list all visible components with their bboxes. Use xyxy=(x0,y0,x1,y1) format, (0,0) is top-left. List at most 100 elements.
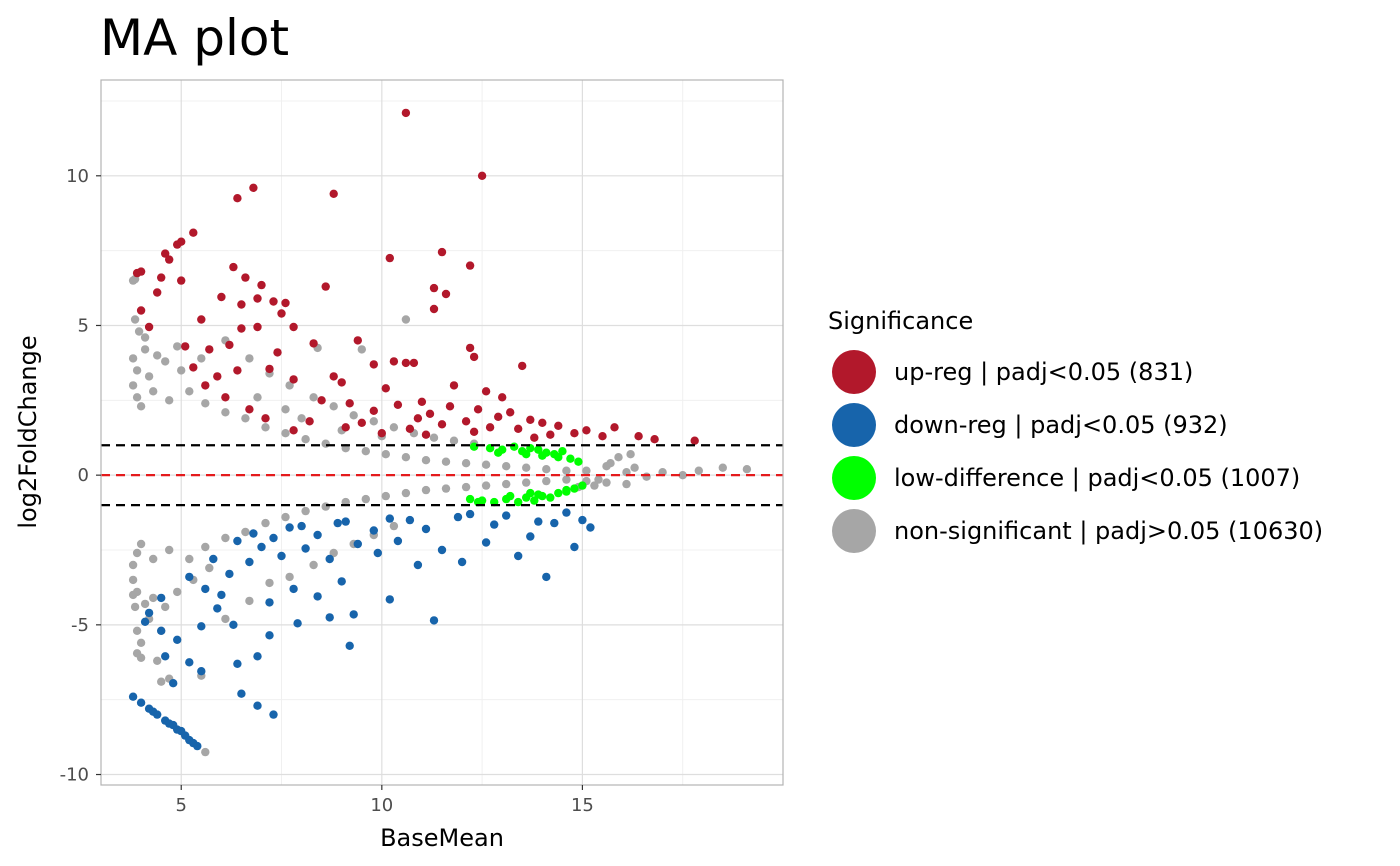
data-point xyxy=(461,482,471,492)
data-point xyxy=(161,602,170,612)
data-point xyxy=(241,273,250,282)
data-point xyxy=(421,430,431,439)
data-point xyxy=(253,701,262,710)
data-point xyxy=(329,548,338,558)
x-tick-label: 10 xyxy=(370,795,393,816)
data-point xyxy=(130,315,140,324)
data-point xyxy=(241,414,250,423)
data-point xyxy=(173,587,182,597)
legend-label: low-difference | padj<0.05 (1007) xyxy=(894,464,1300,492)
data-point xyxy=(630,463,639,472)
data-point xyxy=(538,451,547,460)
data-point xyxy=(169,679,178,688)
data-point xyxy=(301,435,310,444)
data-point xyxy=(514,424,523,433)
data-point xyxy=(265,598,274,607)
data-point xyxy=(389,521,399,531)
data-point xyxy=(429,283,439,293)
data-point xyxy=(132,366,142,375)
data-point xyxy=(345,399,354,408)
data-point xyxy=(417,397,427,406)
data-point xyxy=(313,530,322,540)
data-point xyxy=(165,255,174,264)
data-point xyxy=(273,348,282,357)
data-point xyxy=(329,372,338,381)
data-point xyxy=(130,602,140,612)
data-point xyxy=(409,358,419,368)
data-point xyxy=(225,340,234,350)
x-axis-title: BaseMean xyxy=(380,824,504,852)
data-point xyxy=(598,432,607,441)
x-tick-label: 15 xyxy=(571,795,594,816)
plot-background xyxy=(101,80,783,785)
data-point xyxy=(385,595,394,604)
data-point xyxy=(526,415,535,424)
data-point xyxy=(534,517,543,526)
data-point xyxy=(265,578,274,588)
data-point xyxy=(389,423,399,432)
data-point xyxy=(381,384,390,393)
data-point xyxy=(301,544,310,553)
data-point xyxy=(522,478,531,487)
data-point xyxy=(401,108,411,118)
data-point xyxy=(153,288,162,297)
data-point xyxy=(481,538,491,547)
data-point xyxy=(136,638,146,647)
data-point xyxy=(401,453,411,462)
data-point xyxy=(562,466,571,475)
data-point xyxy=(614,453,623,462)
data-point xyxy=(144,704,154,713)
data-point xyxy=(445,402,455,411)
data-point xyxy=(140,333,150,342)
data-point xyxy=(453,512,463,522)
data-point xyxy=(321,502,330,511)
data-point xyxy=(381,491,390,501)
data-point xyxy=(425,409,435,418)
data-point xyxy=(205,563,214,573)
data-point xyxy=(269,297,278,306)
data-point xyxy=(140,617,150,626)
data-point xyxy=(140,599,150,609)
data-point xyxy=(337,577,346,586)
data-point xyxy=(245,557,254,567)
data-point xyxy=(610,423,619,432)
data-point xyxy=(309,393,318,402)
data-point xyxy=(185,658,194,667)
data-point xyxy=(393,536,403,546)
data-point xyxy=(317,396,326,405)
data-point xyxy=(153,710,162,719)
data-point xyxy=(301,506,310,516)
data-point xyxy=(189,363,198,372)
data-point xyxy=(413,560,423,570)
legend-title: Significance xyxy=(828,307,973,335)
data-point xyxy=(369,406,378,415)
data-point xyxy=(136,306,146,315)
data-point xyxy=(128,276,138,285)
data-point xyxy=(201,542,210,552)
data-point xyxy=(381,450,390,459)
data-point xyxy=(277,551,286,561)
data-point xyxy=(237,324,246,333)
data-point xyxy=(221,533,230,543)
data-point xyxy=(149,554,158,564)
data-point xyxy=(341,517,350,526)
data-point xyxy=(405,424,415,433)
data-point xyxy=(401,358,411,368)
data-point xyxy=(357,418,366,427)
legend-label: non-significant | padj>0.05 (10630) xyxy=(894,517,1323,545)
data-point xyxy=(606,459,615,468)
data-point xyxy=(469,352,479,362)
data-point xyxy=(594,475,603,484)
data-point xyxy=(522,463,531,472)
data-point xyxy=(285,381,294,390)
data-point xyxy=(349,610,358,619)
plot-panel xyxy=(100,79,784,786)
data-point xyxy=(441,289,451,299)
data-point xyxy=(485,423,495,432)
data-point xyxy=(542,476,551,486)
data-point xyxy=(257,280,266,290)
data-point xyxy=(413,414,423,423)
data-point xyxy=(742,465,752,474)
data-point xyxy=(477,171,487,180)
data-point xyxy=(385,253,394,263)
